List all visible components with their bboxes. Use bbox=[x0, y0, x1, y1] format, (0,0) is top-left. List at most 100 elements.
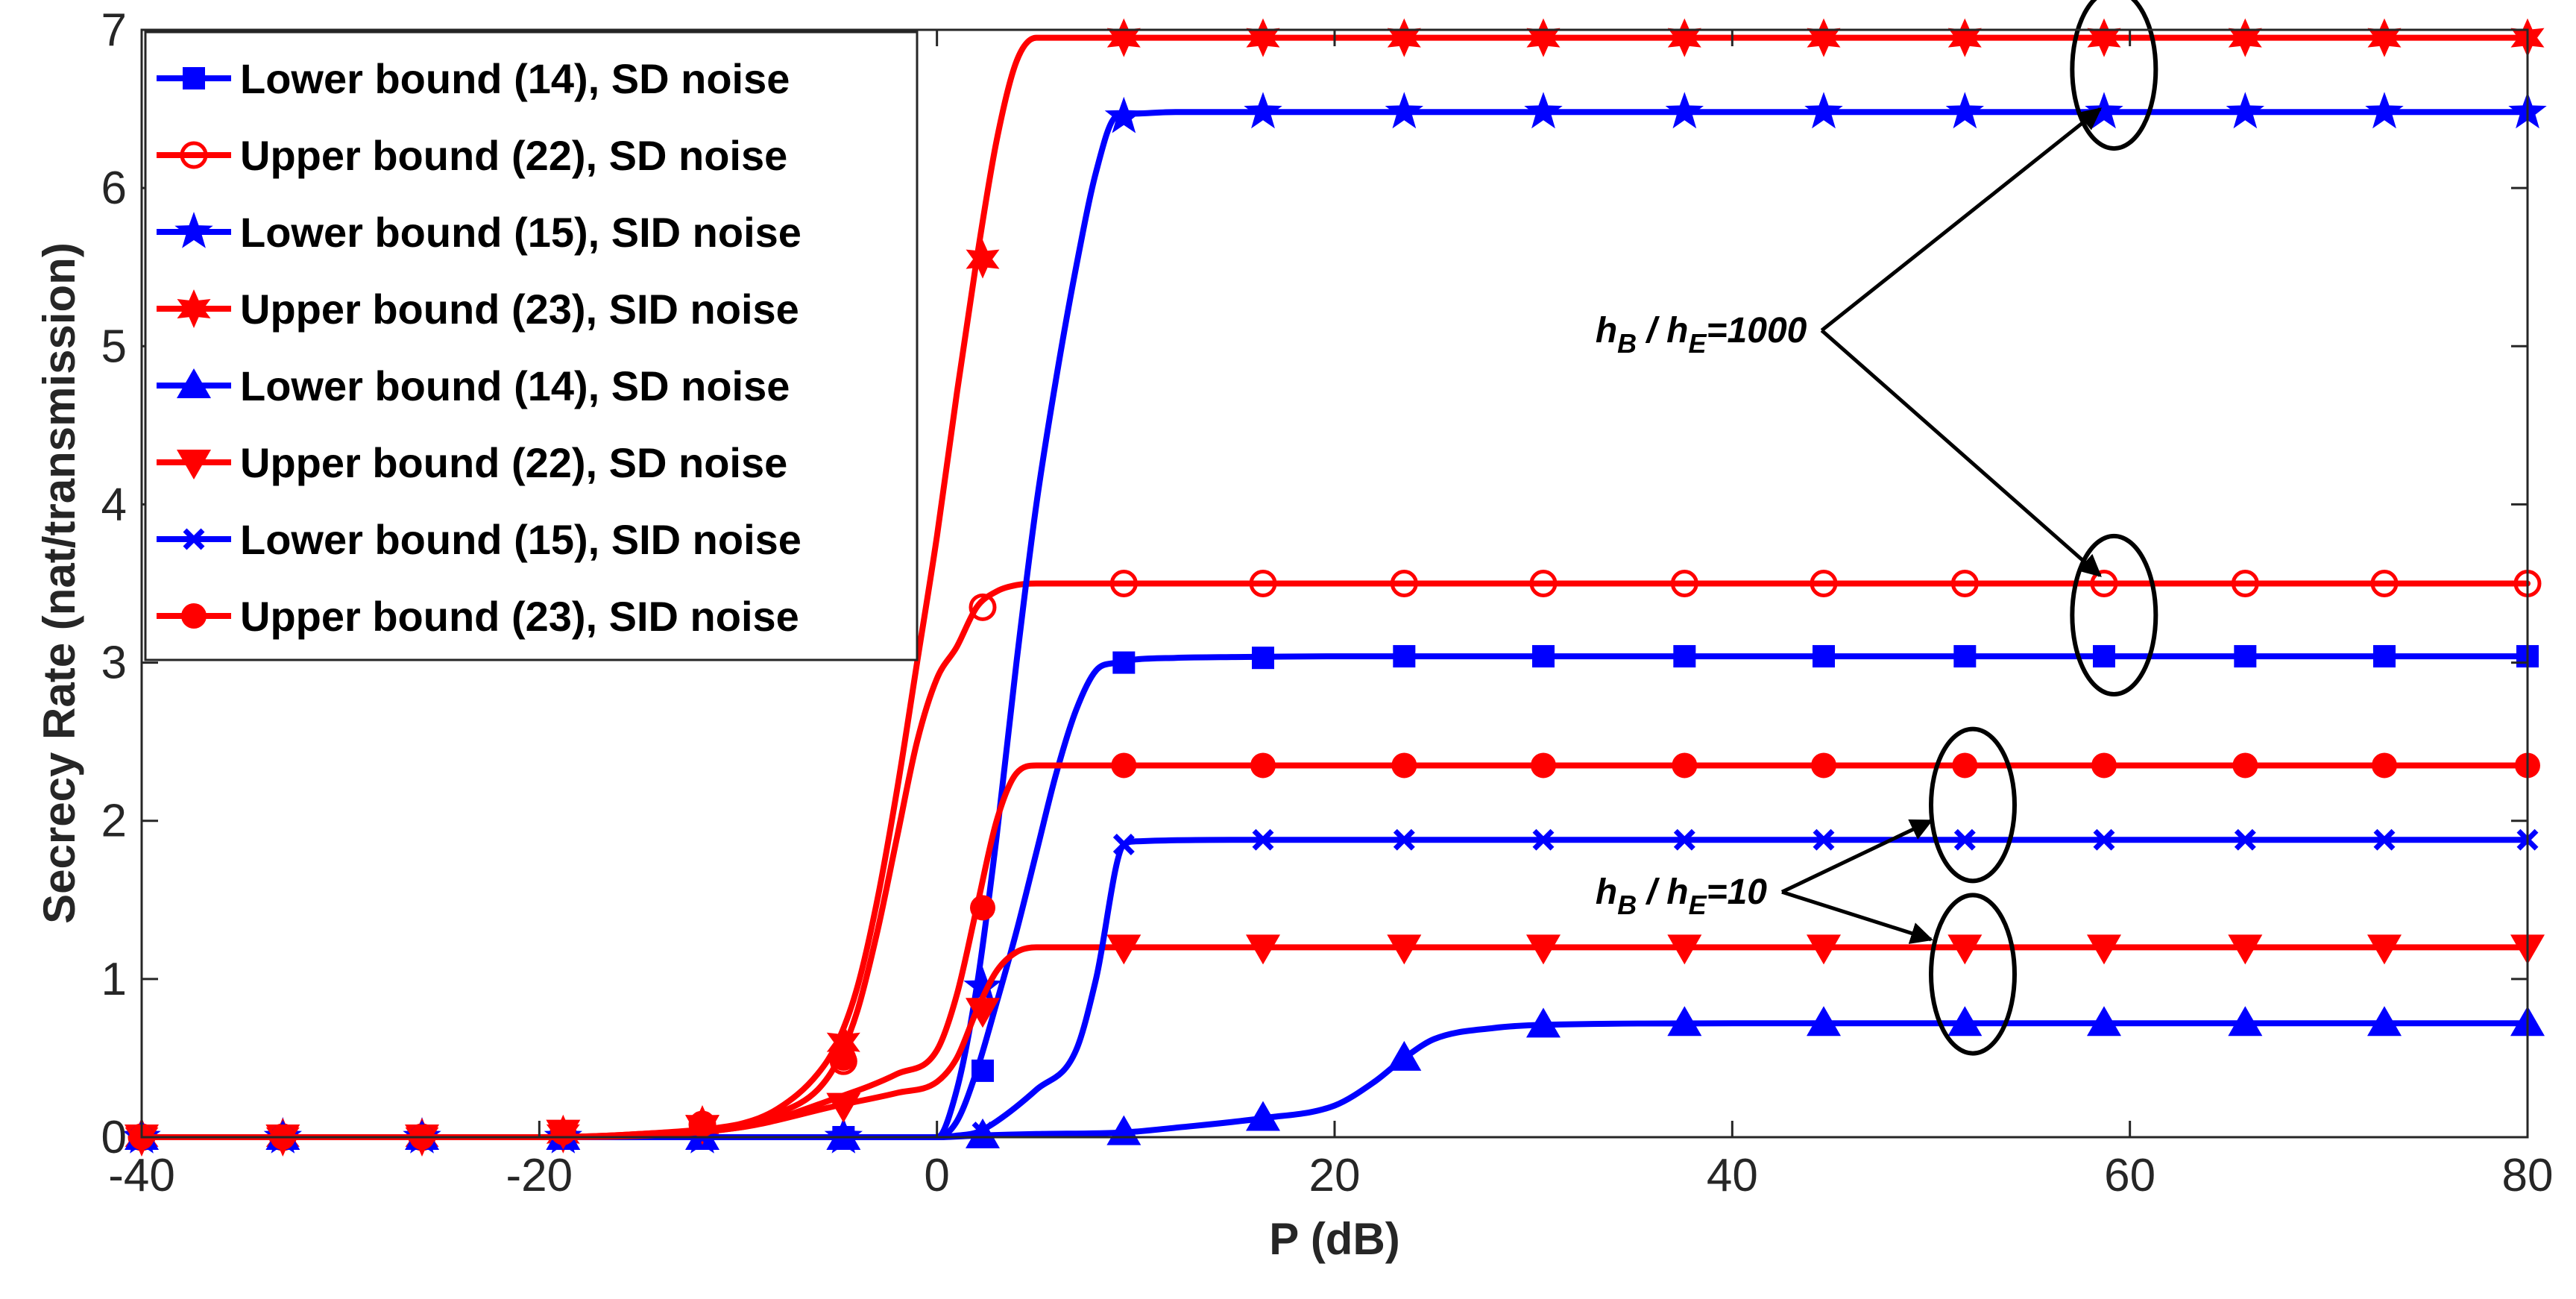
series-7-point-8 bbox=[1112, 834, 1135, 856]
series-8-point-6 bbox=[831, 1045, 857, 1071]
series-4-point-17 bbox=[2367, 18, 2402, 57]
series-3-point-17 bbox=[2365, 92, 2404, 129]
legend-swatch-marker bbox=[174, 212, 213, 248]
series-6-point-14 bbox=[1947, 934, 1983, 965]
series-1-point-12 bbox=[1673, 645, 1696, 668]
series-6-point-12 bbox=[1667, 934, 1702, 965]
series-4-point-13 bbox=[1807, 18, 1841, 57]
series-8-point-5 bbox=[690, 1112, 715, 1138]
series-8-point-16 bbox=[2232, 752, 2258, 779]
series-2-point-17 bbox=[2370, 570, 2399, 597]
series-1-point-14 bbox=[1953, 645, 1977, 668]
series-1-point-9 bbox=[1252, 647, 1274, 670]
ticks-layer: -40 -20 0 20 40 60 80 0 1 2 3 4 5 6 7 bbox=[101, 4, 2554, 1201]
series-3-point-13 bbox=[1804, 92, 1843, 129]
series-2-point-14 bbox=[1950, 570, 1979, 597]
legend-label: Upper bound (23), SID noise bbox=[240, 593, 799, 640]
series-8-point-12 bbox=[1672, 752, 1698, 779]
series-8-point-4 bbox=[550, 1119, 576, 1145]
series-1-point-16 bbox=[2234, 645, 2257, 668]
series-2-point-9 bbox=[1249, 570, 1277, 597]
series-6-point-7 bbox=[966, 998, 1000, 1028]
annotation-2: hB / hE=10 bbox=[1596, 726, 2017, 1056]
y-tick-label: 6 bbox=[101, 163, 127, 214]
series-7-point-9 bbox=[1252, 828, 1274, 851]
annotation-arrow-1 bbox=[1820, 107, 2103, 333]
series-7-point-10 bbox=[1393, 828, 1415, 851]
series-3-point-15 bbox=[2085, 92, 2123, 129]
series-1-point-15 bbox=[2093, 645, 2115, 668]
y-axis-label: Secrecy Rate (nat/transmission) bbox=[34, 242, 84, 924]
series-8-point-13 bbox=[1811, 752, 1836, 779]
series-3-point-11 bbox=[1524, 92, 1563, 129]
series-3-point-9 bbox=[1244, 92, 1282, 129]
series-6-point-8 bbox=[1106, 934, 1141, 965]
series-4-point-15 bbox=[2087, 18, 2121, 57]
series-4-point-10 bbox=[1387, 18, 1421, 57]
series-2-point-10 bbox=[1390, 570, 1418, 597]
series-5-point-13 bbox=[1807, 1006, 1841, 1037]
legend: Lower bound (14), SD noise Upper bound (2… bbox=[144, 31, 919, 661]
legend-swatch-marker bbox=[177, 450, 211, 479]
legend-label: Lower bound (14), SD noise bbox=[240, 55, 790, 102]
series-7-point-12 bbox=[1673, 828, 1695, 851]
series-4-point-14 bbox=[1947, 18, 1982, 57]
series-4-point-6 bbox=[826, 1022, 860, 1062]
annotation-ellipse-1 bbox=[1929, 726, 2017, 884]
series-1-point-7 bbox=[971, 1059, 994, 1082]
series-6-point-15 bbox=[2087, 934, 2121, 965]
series-3-point-10 bbox=[1385, 92, 1423, 129]
y-tick-label: 3 bbox=[101, 638, 127, 689]
series-4-point-16 bbox=[2228, 18, 2262, 57]
series-5-point-15 bbox=[2087, 1006, 2121, 1037]
series-3-point-7 bbox=[963, 966, 1002, 1004]
series-1-point-13 bbox=[1813, 645, 1835, 668]
series-4-point-7 bbox=[966, 239, 1000, 279]
series-1-point-17 bbox=[2373, 645, 2396, 668]
y-tick-label: 0 bbox=[101, 1112, 127, 1163]
series-3-point-8 bbox=[1104, 96, 1143, 133]
series-6-point-17 bbox=[2367, 934, 2402, 965]
series-6-point-9 bbox=[1246, 934, 1280, 965]
series-5-point-17 bbox=[2367, 1006, 2402, 1037]
legend-label: Lower bound (15), SID noise bbox=[240, 209, 802, 256]
series-7-point-14 bbox=[1953, 828, 1976, 851]
legend-swatch-marker bbox=[183, 528, 205, 550]
legend-entry-5: Lower bound (14), SD noise bbox=[157, 362, 790, 409]
legend-entry-1: Lower bound (14), SD noise bbox=[157, 55, 790, 102]
series-1-point-8 bbox=[1112, 651, 1136, 674]
series-2-point-15 bbox=[2090, 570, 2118, 597]
y-tick-label: 4 bbox=[101, 479, 127, 530]
legend-label: Lower bound (15), SID noise bbox=[240, 516, 802, 563]
series-8-point-8 bbox=[1111, 752, 1137, 779]
series-5-point-11 bbox=[1526, 1007, 1561, 1038]
y-tick-label: 2 bbox=[101, 796, 127, 847]
legend-label: Upper bound (23), SID noise bbox=[240, 286, 799, 333]
annotation-arrow-1 bbox=[1780, 819, 1933, 894]
series-7-point-16 bbox=[2234, 828, 2256, 851]
series-3-point-14 bbox=[1945, 92, 1984, 129]
annotation-ellipse-2 bbox=[2070, 533, 2158, 697]
series-2-point-13 bbox=[1810, 570, 1838, 597]
series-7-point-17 bbox=[2373, 828, 2396, 851]
series-2-point-11 bbox=[1529, 570, 1558, 597]
legend-swatch-marker bbox=[177, 368, 211, 398]
series-1-point-10 bbox=[1393, 645, 1416, 668]
series-8-point-11 bbox=[1531, 752, 1556, 779]
series-5-point-10 bbox=[1387, 1040, 1422, 1071]
series-6-point-11 bbox=[1526, 934, 1561, 965]
series-4-point-11 bbox=[1526, 18, 1561, 57]
legend-entry-6: Upper bound (22), SD noise bbox=[157, 439, 787, 486]
legend-swatch-marker bbox=[181, 603, 207, 629]
legend-swatch-marker bbox=[177, 289, 211, 328]
legend-entry-2: Upper bound (22), SD noise bbox=[157, 132, 787, 179]
annotation-label: hB / hE=10 bbox=[1596, 872, 1767, 920]
series-8-point-15 bbox=[2091, 752, 2117, 779]
y-tick-label: 7 bbox=[101, 4, 127, 56]
y-tick-label: 5 bbox=[101, 321, 127, 372]
series-6-point-16 bbox=[2228, 934, 2263, 965]
annotation-label: hB / hE=1000 bbox=[1596, 311, 1807, 359]
legend-label: Lower bound (14), SD noise bbox=[240, 362, 790, 409]
legend-entry-7: Lower bound (15), SID noise bbox=[157, 516, 802, 563]
series-4-point-9 bbox=[1246, 18, 1280, 57]
